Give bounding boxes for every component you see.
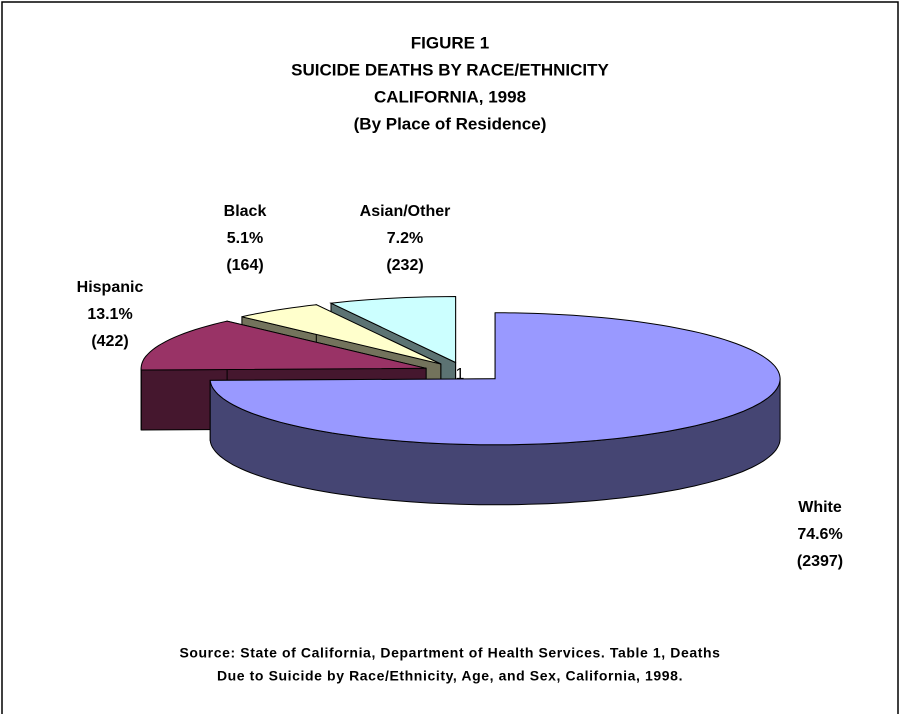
source-note: Due to Suicide by Race/Ethnicity, Age, a…: [217, 668, 683, 684]
slice-label: Asian/Other: [360, 203, 451, 220]
slice-percent: 5.1%: [227, 230, 263, 247]
source-note: Source: State of California, Department …: [179, 645, 720, 661]
annotation: 1: [456, 366, 465, 383]
slice: [241, 304, 442, 365]
slice-count: (2397): [797, 553, 843, 570]
slice-count: (232): [386, 257, 423, 274]
chart-title: CALIFORNIA, 1998: [374, 87, 526, 106]
chart-title: FIGURE 1: [411, 33, 489, 52]
slice: [209, 312, 781, 446]
slice-label: White: [798, 499, 842, 516]
slice: [329, 295, 457, 364]
slice-percent: 13.1%: [87, 306, 132, 323]
slice: [140, 320, 427, 371]
slice-label: Black: [224, 203, 267, 220]
slice-percent: 7.2%: [387, 230, 423, 247]
slice-percent: 74.6%: [797, 526, 842, 543]
slice-label: Hispanic: [77, 279, 144, 296]
chart-title: SUICIDE DEATHS BY RACE/ETHNICITY: [291, 60, 609, 79]
slice-count: (164): [226, 257, 263, 274]
chart-title: (By Place of Residence): [354, 114, 547, 133]
slice-count: (422): [91, 333, 128, 350]
